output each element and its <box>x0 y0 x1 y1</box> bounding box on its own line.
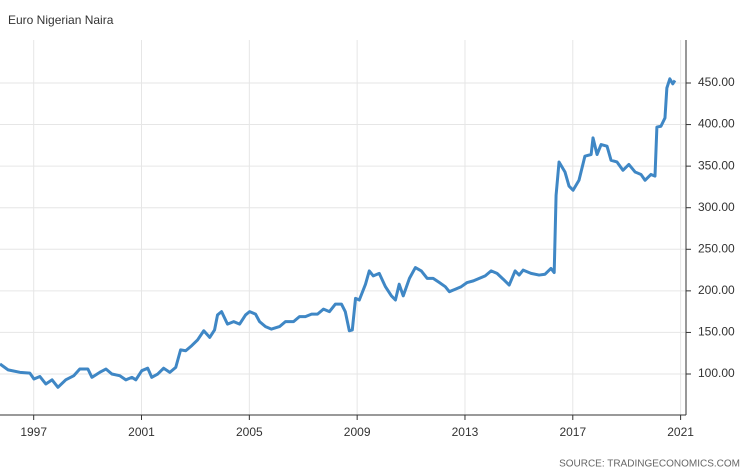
chart-title: Euro Nigerian Naira <box>8 13 114 27</box>
y-tick-label: 150.00 <box>698 325 735 339</box>
x-tick-label: 2013 <box>452 425 479 439</box>
y-tick-label: 350.00 <box>698 158 735 172</box>
y-tick-label: 450.00 <box>698 75 735 89</box>
x-tick-label: 2017 <box>559 425 586 439</box>
y-tick-label: 250.00 <box>698 241 735 255</box>
x-tick-label: 1997 <box>20 425 47 439</box>
y-tick-label: 100.00 <box>698 366 735 380</box>
x-tick-label: 2009 <box>344 425 371 439</box>
x-tick-label: 2001 <box>128 425 155 439</box>
x-tick-label: 2021 <box>667 425 694 439</box>
y-tick-label: 200.00 <box>698 283 735 297</box>
y-tick-label: 300.00 <box>698 200 735 214</box>
y-tick-label: 400.00 <box>698 117 735 131</box>
data-line <box>0 77 677 389</box>
x-tick-label: 2005 <box>236 425 263 439</box>
source: SOURCE: TRADINGECONOMICS.COM <box>559 459 740 468</box>
